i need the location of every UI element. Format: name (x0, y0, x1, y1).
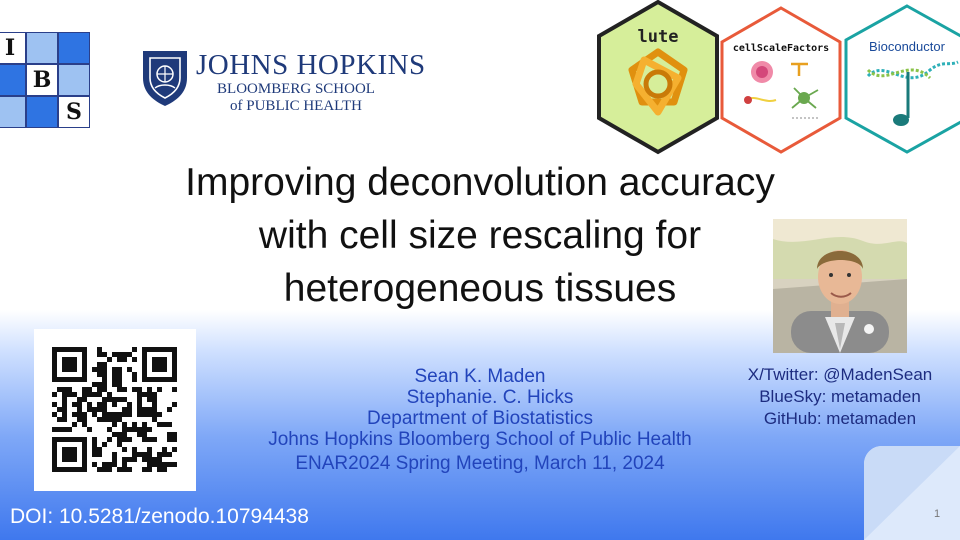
meeting-info: ENAR2024 Spring Meeting, March 11, 2024 (295, 453, 665, 474)
music-note-icon (866, 60, 959, 126)
author-name: Sean K. Maden (414, 366, 546, 387)
ibs-square (26, 96, 58, 128)
qr-code-icon (52, 347, 177, 472)
slide-title: Improving deconvolution accuracy with ce… (120, 156, 840, 315)
speaker-photo (773, 219, 907, 353)
ibs-square (26, 32, 58, 64)
author-institution: Johns Hopkins Bloomberg School of Public… (268, 429, 692, 450)
title-line: Improving deconvolution accuracy (185, 161, 775, 204)
jhu-name: JOHNS HOPKINS (196, 49, 426, 81)
ibs-letter-b: B (26, 64, 58, 96)
bioconductor-hex-sticker: Bioconductor (844, 4, 960, 154)
ibs-square (0, 64, 26, 96)
social-handles: X/Twitter: @MadenSean BlueSky: metamaden… (730, 364, 950, 430)
bluesky-handle[interactable]: BlueSky: metamaden (759, 387, 921, 406)
author-block: Sean K. Maden Stephanie. C. Hicks Depart… (225, 366, 735, 474)
lute-label: lute (638, 27, 679, 47)
knot-icon (628, 48, 688, 116)
jhu-school-line2: of PUBLIC HEALTH (230, 98, 362, 114)
jhu-shield-icon (143, 51, 187, 106)
qr-code[interactable] (34, 329, 196, 491)
jhu-logo: JOHNS HOPKINS BLOOMBERG SCHOOL of PUBLIC… (140, 46, 425, 120)
neuron-icon (744, 61, 819, 119)
ibs-letter-s: S (58, 96, 90, 128)
corner-decoration (864, 446, 960, 540)
slide-number: 1 (934, 508, 941, 520)
bioconductor-label: Bioconductor (869, 39, 946, 54)
title-line: heterogeneous tissues (283, 267, 677, 310)
ibs-square (0, 96, 26, 128)
doi-text[interactable]: DOI: 10.5281/zenodo.10794438 (10, 505, 309, 528)
csf-label: cellScaleFactors (733, 43, 829, 54)
lute-hex-sticker: lute (597, 0, 719, 155)
jhu-school-line1: BLOOMBERG SCHOOL (217, 81, 375, 97)
author-name: Stephanie. C. Hicks (406, 387, 574, 408)
ibs-square (58, 32, 90, 64)
ibs-letter-i: I (0, 32, 26, 64)
hex-stickers: lute cellScaleFactors (597, 0, 960, 155)
ibs-logo: I B S (0, 30, 94, 132)
twitter-handle[interactable]: X/Twitter: @MadenSean (747, 365, 933, 384)
title-line: with cell size rescaling for (258, 214, 702, 257)
author-department: Department of Biostatistics (367, 408, 593, 429)
csf-hex-sticker: cellScaleFactors (720, 6, 842, 154)
github-handle[interactable]: GitHub: metamaden (763, 409, 917, 428)
ibs-square (58, 64, 90, 96)
